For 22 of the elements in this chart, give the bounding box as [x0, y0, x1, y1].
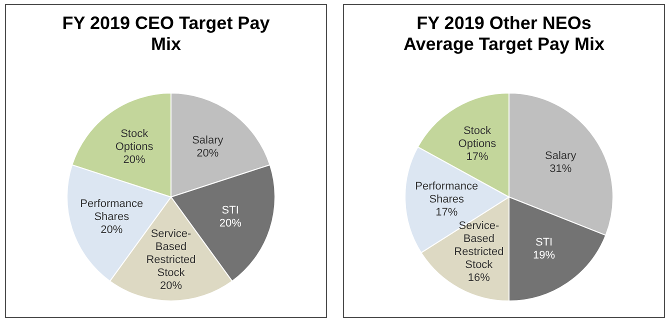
- slice-label: Stock Options: [115, 128, 154, 154]
- data-label: 16%: [468, 272, 490, 284]
- data-label: 19%: [533, 250, 556, 262]
- slice-label: Service-Based Restricted Stock: [454, 220, 504, 272]
- data-label: 31%: [550, 162, 572, 175]
- slice-label: Salary: [545, 150, 577, 162]
- data-label: 20%: [219, 217, 242, 230]
- chart-title: FY 2019 Other NEOs Average Target Pay Mix: [402, 13, 606, 55]
- slice-label: Salary: [192, 134, 224, 147]
- data-label: 20%: [196, 148, 219, 160]
- slice-label: Service-Based Restricted Stock: [146, 228, 196, 279]
- chart-title: FY 2019 CEO Target Pay Mix: [61, 13, 271, 55]
- data-label: 20%: [160, 280, 182, 292]
- data-label: 20%: [100, 224, 123, 236]
- data-label: 20%: [123, 154, 146, 166]
- slice-label: Stock Options: [458, 124, 497, 150]
- data-label: 17%: [466, 150, 488, 163]
- slice-label: Performance Shares: [80, 198, 144, 223]
- slice-label: Performance Shares: [415, 180, 478, 206]
- slice-label: STI: [536, 236, 553, 249]
- data-label: 17%: [436, 206, 458, 218]
- slice-label: STI: [222, 204, 239, 216]
